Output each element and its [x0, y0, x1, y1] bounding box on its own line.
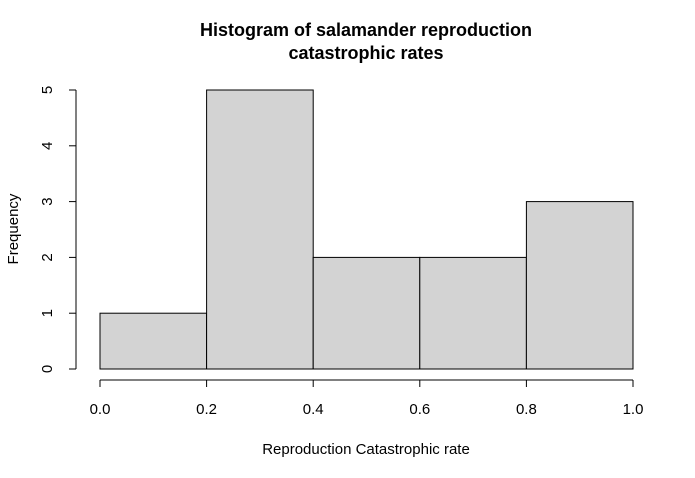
chart-title-line-1: Histogram of salamander reproduction	[200, 20, 532, 40]
y-tick-label-2: 2	[39, 253, 56, 261]
histogram-bar-3	[419, 256, 527, 370]
y-axis-label: Frequency	[5, 193, 22, 264]
x-axis-ticks: 0.0 0.2 0.4 0.6 0.8 1.0	[90, 380, 644, 418]
x-tick-label-5: 1.0	[623, 401, 644, 418]
x-tick-label-2: 0.4	[303, 401, 324, 418]
y-axis-ticks: 0 1 2 3 4 5	[39, 86, 76, 373]
y-tick-label-3: 3	[39, 197, 56, 205]
y-tick-label-4: 4	[39, 142, 56, 150]
x-tick-label-0: 0.0	[90, 401, 111, 418]
x-axis-label: Reproduction Catastrophic rate	[262, 441, 470, 458]
histogram-bar-2	[312, 256, 421, 370]
y-tick-label-5: 5	[39, 86, 56, 94]
x-tick-label-1: 0.2	[196, 401, 217, 418]
chart-title-line-2: catastrophic rates	[288, 43, 443, 63]
y-tick-label-1: 1	[39, 309, 56, 317]
histogram-bar-4	[525, 201, 634, 370]
y-tick-label-0: 0	[39, 365, 56, 373]
x-tick-label-4: 0.8	[516, 401, 537, 418]
histogram-bar-0	[99, 312, 208, 370]
histogram-bar-1	[206, 89, 314, 370]
histogram-bars	[99, 89, 634, 370]
x-tick-label-3: 0.6	[409, 401, 430, 418]
